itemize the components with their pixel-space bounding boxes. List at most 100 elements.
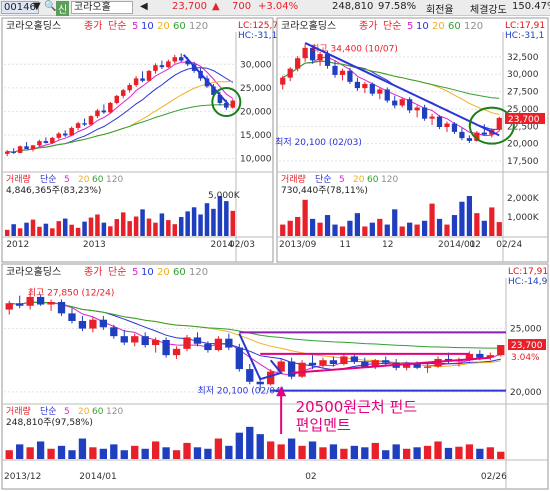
chart-panel-recent: 코라오홀딩스 종가 단순 5 10 20 60 120 LC:17,91HC:-14,925,0… (1, 263, 549, 490)
volume-bar (287, 438, 296, 459)
y-tick-label: 25,000 (510, 325, 542, 335)
exchange-badge: 신 (56, 1, 70, 16)
toolbar: 00146 ▼ 🔍 신 코라오홀 ◀ 23,700 ▲ 700 +3.04% 2… (0, 0, 550, 16)
candle-body (339, 70, 346, 75)
volume-bar (361, 447, 369, 459)
candle-body (436, 116, 443, 128)
candle-body (183, 337, 191, 349)
y-tick-label: 25,000 (240, 84, 272, 94)
volume-bar (178, 217, 184, 236)
volume-bar (455, 446, 463, 459)
low-annotation: 최저 20,100 (02/03) (275, 137, 362, 148)
volume-bar (350, 445, 359, 459)
candle-body (224, 102, 229, 108)
current-price: 23,700 (172, 1, 207, 12)
chart-title: 코라오홀딩스 (281, 19, 336, 32)
candle-body (361, 361, 369, 367)
volume-bar (146, 218, 152, 236)
volume-bar (75, 227, 81, 236)
volume-bar (224, 201, 229, 236)
candle-body (193, 337, 202, 344)
legend-item: 종가 (84, 20, 102, 32)
x-tick-label: 02/24 (496, 240, 522, 250)
legend-item: 20 (157, 267, 170, 278)
chart-title: 코라오홀딩스 (6, 19, 61, 32)
volume-bar (204, 203, 210, 236)
volume-bar (496, 222, 502, 236)
candle-body (384, 89, 390, 101)
x-tick-label: 2014 (210, 240, 233, 250)
volume-bar (127, 221, 132, 236)
candle-body (466, 138, 473, 141)
candle-body (302, 47, 308, 59)
volume-tick-label: 2,000K (507, 194, 540, 204)
volume-bar (402, 448, 411, 459)
volume-bar (295, 216, 301, 236)
volume-bar (465, 444, 474, 459)
swing-path (238, 333, 283, 381)
volume-bar (481, 220, 487, 236)
volume-legend-item: 단순 (315, 174, 332, 185)
price-tag: 23,700 (511, 341, 543, 351)
high-annotation: 최고 34,400 (10/07) (311, 43, 398, 54)
candle-body (110, 327, 118, 337)
search-icon[interactable]: 🔍 (44, 1, 57, 12)
stock-name-field[interactable]: 코라오홀 (71, 1, 133, 14)
volume-bar (193, 447, 202, 459)
volume-bar (399, 226, 405, 236)
high-annotation: 최고 27,850 (12/24) (28, 287, 115, 298)
volume-bar (497, 451, 505, 459)
strength-value: 150.47% (512, 1, 550, 12)
volume-bar (24, 222, 29, 236)
volume-bar (120, 450, 128, 459)
volume-bar (413, 447, 421, 459)
candle-body (347, 70, 353, 82)
y-tick-label: 20,000 (507, 140, 539, 150)
candle-body (217, 94, 223, 103)
volume-bar (486, 447, 494, 459)
volume-legend-item: 단순 (40, 406, 57, 417)
volume-bar (151, 441, 160, 459)
rising-trend-line (291, 356, 491, 374)
volume-bar (5, 450, 13, 459)
downtrend-line (182, 54, 230, 106)
volume-bar (459, 201, 465, 236)
candle-body (407, 99, 413, 111)
moving-average-line-5 (7, 61, 234, 153)
volume-bar (11, 224, 16, 236)
volume-value: 248,810주(97,58%) (6, 417, 93, 428)
trade-volume: 248,810 (332, 1, 374, 12)
y-tick-label: 27,500 (507, 88, 539, 98)
volume-bar (166, 220, 171, 236)
volume-bar (82, 221, 87, 236)
candle-body (5, 303, 13, 310)
fund-annotation-line1: 20500원근처 펀드 (296, 398, 418, 416)
candle-body (159, 65, 165, 68)
low-annotation: 최저 20,100 (02/04) (197, 386, 284, 397)
volume-bar (476, 448, 484, 459)
candle-body (185, 60, 190, 65)
x-tick-label: 12 (382, 240, 393, 250)
nav-arrow-icon[interactable]: ◀ (140, 1, 148, 12)
candle-body (95, 110, 100, 117)
dropdown-icon[interactable]: ▼ (33, 1, 41, 12)
candle-body (246, 369, 254, 382)
volume-legend-item: 120 (106, 175, 123, 185)
candle-body (4, 151, 10, 154)
candle-body (89, 319, 97, 329)
candle-body (350, 356, 359, 362)
volume-bar (362, 226, 368, 236)
volume-bar (280, 224, 286, 236)
volume-bar (185, 211, 190, 236)
candle-body (166, 61, 171, 68)
candle-body (382, 360, 390, 363)
candle-body (451, 123, 458, 132)
stock-code-input[interactable]: 00146 (1, 1, 39, 14)
volume-bar (319, 447, 327, 459)
x-tick-label: 02/03 (229, 240, 255, 250)
legend-item: 120 (464, 21, 483, 32)
candle-body (26, 296, 34, 306)
candle-body (287, 68, 293, 78)
y-tick-label: 17,500 (507, 157, 539, 167)
candle-body (172, 57, 178, 62)
